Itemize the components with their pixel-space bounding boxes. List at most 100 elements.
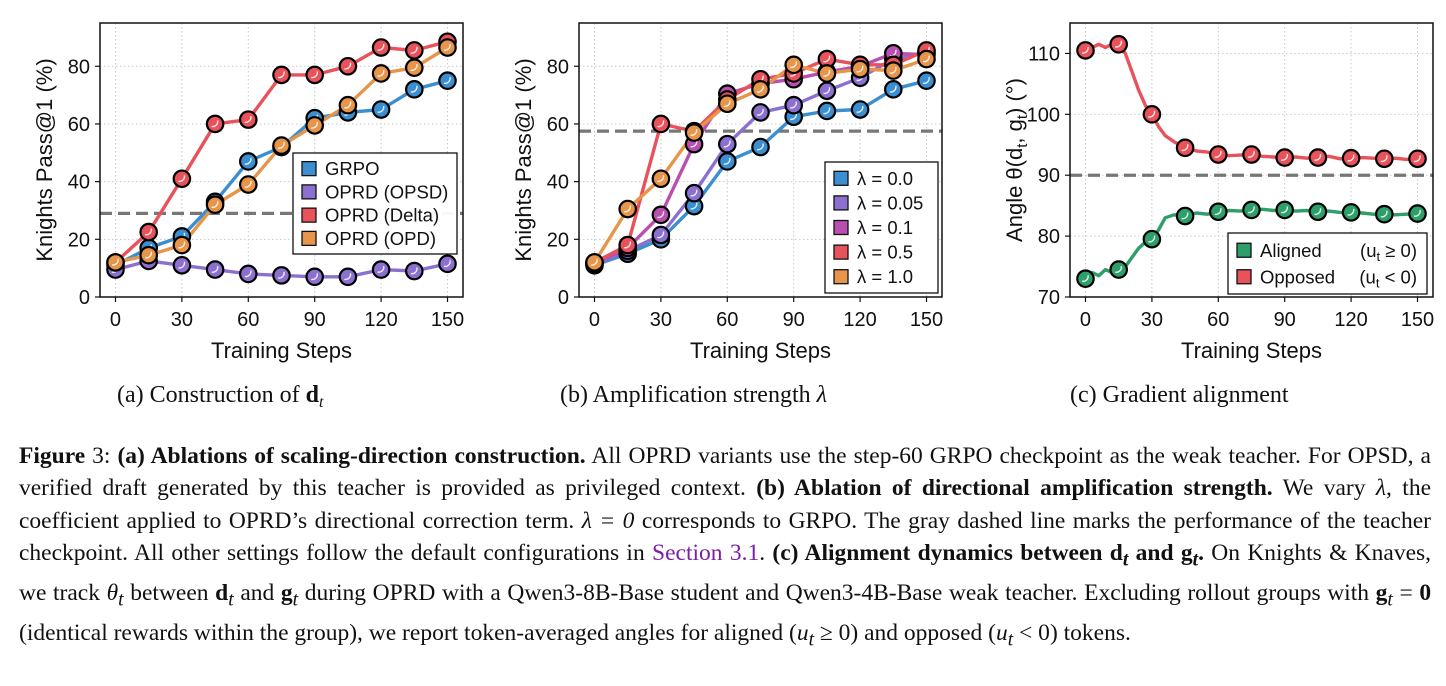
x-tick-label: 120 — [364, 309, 397, 331]
data-point — [1242, 200, 1261, 220]
data-point — [1109, 260, 1128, 279]
legend-condition-sub: t — [1376, 249, 1380, 264]
subcaption-text: (a) Construction of — [117, 382, 306, 408]
data-point-highlight — [1347, 208, 1355, 216]
legend-condition-part: < 0) — [1379, 266, 1417, 287]
data-point — [371, 64, 391, 83]
data-point-highlight — [1148, 110, 1156, 118]
x-tick-label: 60 — [1207, 309, 1229, 331]
data-point — [205, 260, 225, 279]
legend-label: OPRD (Delta) — [325, 205, 439, 226]
legend-label: Aligned — [1260, 240, 1322, 261]
data-point-highlight — [1115, 265, 1122, 273]
legend-label: λ = 1.0 — [857, 266, 913, 287]
caption-c-sub-2: t — [1192, 549, 1199, 571]
x-tick-label: 60 — [716, 309, 738, 331]
x-tick-label: 30 — [1141, 309, 1163, 331]
data-point-highlight — [1247, 150, 1255, 158]
caption-c-body-7: ) tokens. — [1049, 619, 1131, 646]
x-tick-label: 90 — [304, 309, 326, 331]
caption-lambda: λ — [1375, 475, 1387, 502]
data-point-highlight — [111, 258, 119, 266]
data-point — [684, 123, 704, 142]
y-tick-label: 60 — [68, 114, 90, 136]
data-point — [884, 80, 903, 99]
data-point-highlight — [311, 121, 318, 129]
data-point-highlight — [277, 71, 285, 79]
data-point — [917, 71, 936, 90]
y-tick-label: 20 — [68, 229, 90, 251]
legend: λ = 0.0 λ = 0.05 λ = 0.1 λ = 0.5 λ = 1.0 — [824, 161, 939, 294]
data-point-highlight — [756, 85, 764, 93]
data-point-highlight — [178, 241, 186, 249]
legend-label: OPRD (OPD) — [325, 228, 436, 249]
legend-swatch — [833, 244, 849, 260]
legend-condition: (ut ≥ 0) — [1360, 240, 1417, 264]
data-point — [1375, 149, 1394, 169]
data-point-highlight — [410, 46, 418, 54]
legend-swatch — [833, 195, 849, 211]
data-point — [405, 261, 424, 281]
data-point — [618, 199, 637, 219]
y-axis-label-part: , g — [1002, 119, 1027, 143]
data-point-highlight — [1081, 275, 1089, 283]
data-point-highlight — [443, 43, 451, 51]
data-point-highlight — [344, 62, 352, 70]
caption-a-head: (a) Ablations of scaling-direction const… — [117, 443, 586, 469]
caption-g: g — [280, 579, 293, 606]
figure-panels: 0 30 60 90 120 150 0 20 40 60 80 Training Steps Knig… — [32, 22, 1434, 411]
x-tick-label: 90 — [1274, 309, 1296, 331]
data-point-highlight — [889, 85, 897, 93]
caption-c-g: g — [1180, 539, 1193, 566]
data-point-highlight — [823, 55, 831, 63]
legend-swatch — [1236, 269, 1252, 285]
data-point — [405, 80, 424, 99]
data-point-highlight — [723, 140, 731, 148]
data-point-highlight — [690, 202, 698, 210]
chart-panel-3: 0 30 60 90 120 150 70 80 90 100 110 Training Steps A… — [1002, 22, 1434, 408]
data-point — [1341, 148, 1361, 168]
data-point-highlight — [1281, 206, 1288, 214]
caption-c-body-2: between — [130, 579, 209, 606]
caption-c-body-6: ) and opposed ( — [850, 619, 996, 646]
data-point-highlight — [244, 157, 252, 165]
y-axis-label: Angle θ(dt, gt) (°) — [1002, 78, 1031, 242]
caption-u2: u — [995, 619, 1008, 646]
data-point-highlight — [178, 261, 186, 269]
data-point — [784, 95, 804, 115]
data-point — [405, 41, 424, 60]
legend-condition-part: (u — [1359, 266, 1375, 287]
y-tick-label: 110 — [1028, 43, 1060, 65]
data-point-highlight — [657, 211, 665, 219]
caption-c-period: . — [1198, 539, 1204, 566]
data-point-highlight — [377, 43, 385, 51]
data-point — [1175, 138, 1195, 158]
data-point — [1375, 204, 1394, 224]
legend-label: λ = 0.05 — [857, 192, 923, 213]
data-point-highlight — [756, 108, 764, 116]
data-point-highlight — [823, 87, 831, 95]
data-point — [305, 65, 325, 85]
data-point — [1408, 204, 1427, 223]
data-point — [172, 255, 192, 275]
data-point-highlight — [657, 120, 665, 128]
data-point — [751, 137, 770, 157]
y-tick-label: 90 — [1038, 165, 1060, 187]
data-point — [1275, 148, 1295, 167]
data-point — [917, 49, 936, 69]
data-point — [205, 114, 225, 134]
legend-swatch — [1236, 242, 1252, 258]
x-tick-label: 120 — [1334, 309, 1367, 331]
data-point-highlight — [657, 231, 665, 239]
data-point — [717, 152, 737, 171]
x-tick-label: 0 — [1080, 309, 1091, 331]
y-tick-label: 100 — [1027, 104, 1060, 126]
data-point — [1341, 203, 1361, 222]
data-point — [850, 59, 870, 79]
data-point — [751, 103, 770, 122]
section-link[interactable]: Section 3.1 — [652, 539, 760, 566]
data-point — [850, 100, 870, 119]
legend-label: λ = 0.1 — [857, 217, 913, 238]
data-point — [651, 114, 671, 134]
